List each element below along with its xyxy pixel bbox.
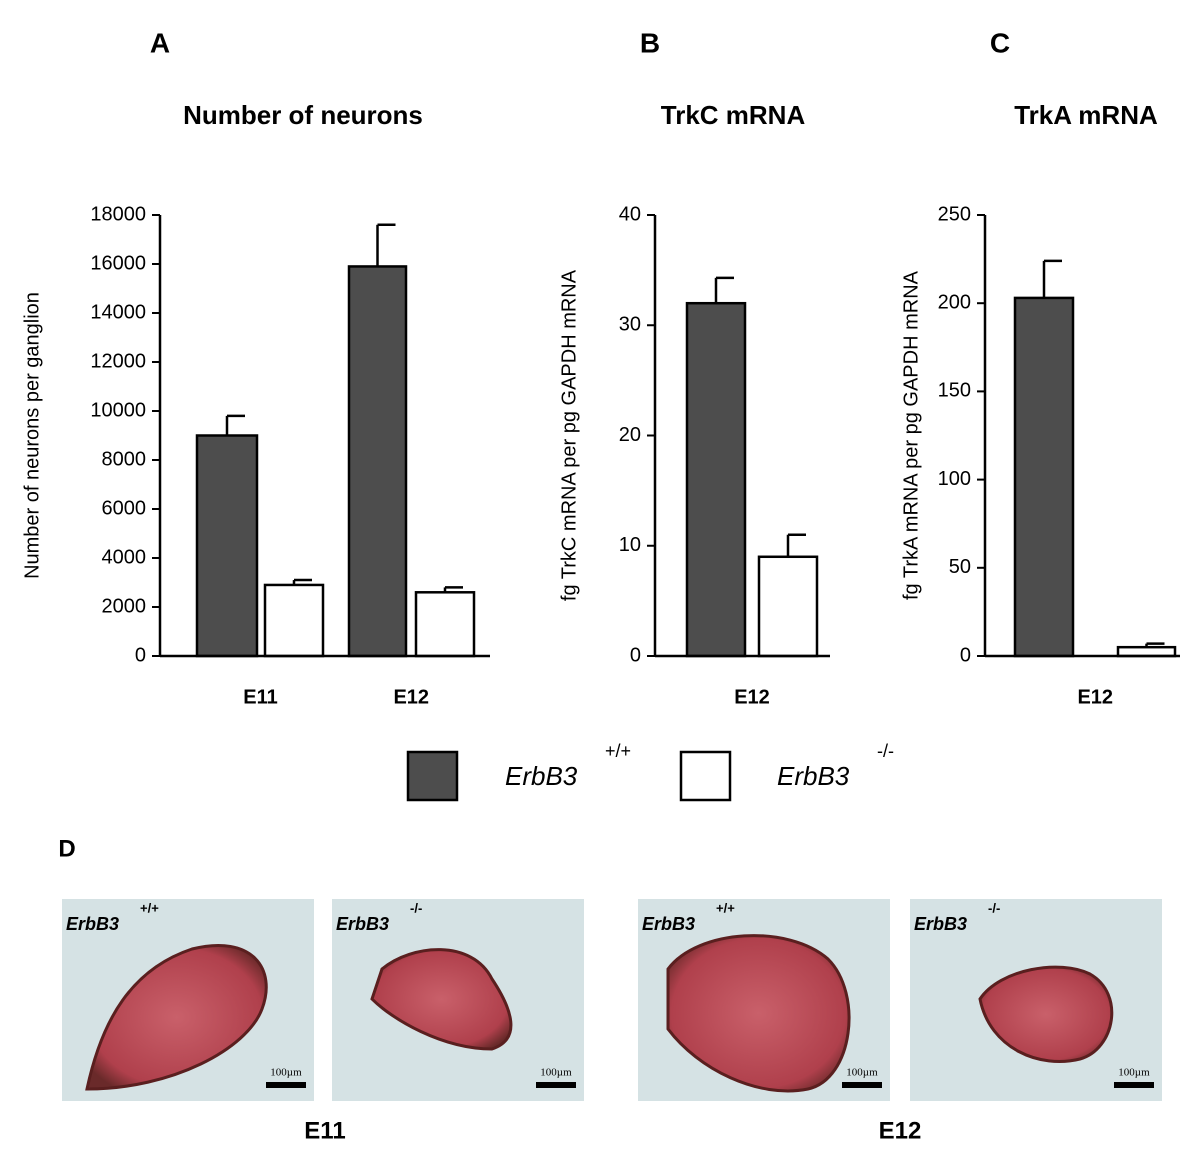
x-tick-label: E12 xyxy=(1077,686,1113,708)
panel-letter: D xyxy=(58,835,75,862)
bar xyxy=(414,591,476,658)
tissue xyxy=(666,934,851,1093)
legend-label: ErbB3 xyxy=(777,761,850,791)
legend-swatch xyxy=(406,750,459,802)
tissue xyxy=(978,965,1114,1063)
x-tick-label: E12 xyxy=(393,686,429,708)
y-tick-label: 250 xyxy=(938,203,971,225)
genotype-label: ErbB3 xyxy=(66,914,119,934)
y-tick-label: 40 xyxy=(619,203,641,225)
y-axis-label: fg TrkC mRNA per pg GAPDH mRNA xyxy=(558,269,580,601)
y-tick-label: 6000 xyxy=(102,497,147,519)
scale-bar xyxy=(1114,1082,1154,1088)
genotype-label: ErbB3 xyxy=(336,914,389,934)
y-tick-label: 150 xyxy=(938,380,971,402)
micrograph: ErbB3 -/- 100µm xyxy=(332,899,584,1101)
y-tick-label: 16000 xyxy=(90,252,146,274)
genotype-label: ErbB3 xyxy=(914,914,967,934)
scale-bar xyxy=(266,1082,306,1088)
y-tick-label: 0 xyxy=(960,644,971,666)
chart-title: TrkC mRNA xyxy=(661,100,806,130)
bar xyxy=(1013,296,1075,658)
y-axis-label: Number of neurons per ganglion xyxy=(21,292,43,579)
scale-bar xyxy=(842,1082,882,1088)
bar xyxy=(757,555,819,658)
y-tick-label: 100 xyxy=(938,468,971,490)
y-tick-label: 10 xyxy=(619,534,641,556)
genotype-superscript: +/+ xyxy=(716,900,735,915)
scale-bar-label: 100µm xyxy=(270,1067,302,1079)
group-label: E11 xyxy=(304,1117,345,1144)
y-tick-label: 12000 xyxy=(90,350,146,372)
x-tick-label: E11 xyxy=(243,686,277,708)
group-label: E12 xyxy=(879,1117,922,1144)
y-tick-label: 200 xyxy=(938,291,971,313)
micrograph: ErbB3 +/+ 100µm xyxy=(638,899,890,1101)
y-tick-label: 0 xyxy=(630,644,641,666)
y-tick-label: 4000 xyxy=(102,546,147,568)
bar xyxy=(263,583,325,658)
genotype-superscript: -/- xyxy=(988,900,1000,915)
genotype-superscript: +/+ xyxy=(140,900,159,915)
y-tick-label: 50 xyxy=(949,556,971,578)
scale-bar-label: 100µm xyxy=(1118,1067,1150,1079)
bar xyxy=(347,265,408,658)
tissue xyxy=(85,943,268,1091)
legend-label: ErbB3 xyxy=(505,761,578,791)
bar xyxy=(685,301,747,658)
panel-letter: A xyxy=(150,27,170,58)
y-axis-label: fg TrkA mRNA per pg GAPDH mRNA xyxy=(900,270,922,600)
y-tick-label: 14000 xyxy=(90,301,146,323)
genotype-label: ErbB3 xyxy=(642,914,695,934)
bar xyxy=(1116,645,1177,658)
legend-superscript: -/- xyxy=(877,741,894,761)
scale-bar-label: 100µm xyxy=(540,1067,572,1079)
micrograph: ErbB3 -/- 100µm xyxy=(910,899,1162,1101)
y-tick-label: 18000 xyxy=(90,203,146,225)
micrograph: ErbB3 +/+ 100µm xyxy=(62,899,314,1101)
panel-letter: C xyxy=(990,27,1010,58)
y-tick-label: 2000 xyxy=(102,595,147,617)
y-tick-label: 30 xyxy=(619,314,641,336)
scale-bar xyxy=(536,1082,576,1088)
legend-superscript: +/+ xyxy=(605,741,631,761)
y-tick-label: 8000 xyxy=(102,448,147,470)
chart-title: TrkA mRNA xyxy=(1014,100,1158,130)
legend-swatch xyxy=(679,750,732,802)
scale-bar-label: 100µm xyxy=(846,1067,878,1079)
bar xyxy=(195,434,259,658)
y-tick-label: 0 xyxy=(135,644,146,666)
y-tick-label: 20 xyxy=(619,424,641,446)
y-tick-label: 10000 xyxy=(90,399,146,421)
chart-title: Number of neurons xyxy=(183,100,423,130)
x-tick-label: E12 xyxy=(734,686,770,708)
tissue xyxy=(370,948,513,1051)
panel-letter: B xyxy=(640,27,660,58)
genotype-superscript: -/- xyxy=(410,900,422,915)
